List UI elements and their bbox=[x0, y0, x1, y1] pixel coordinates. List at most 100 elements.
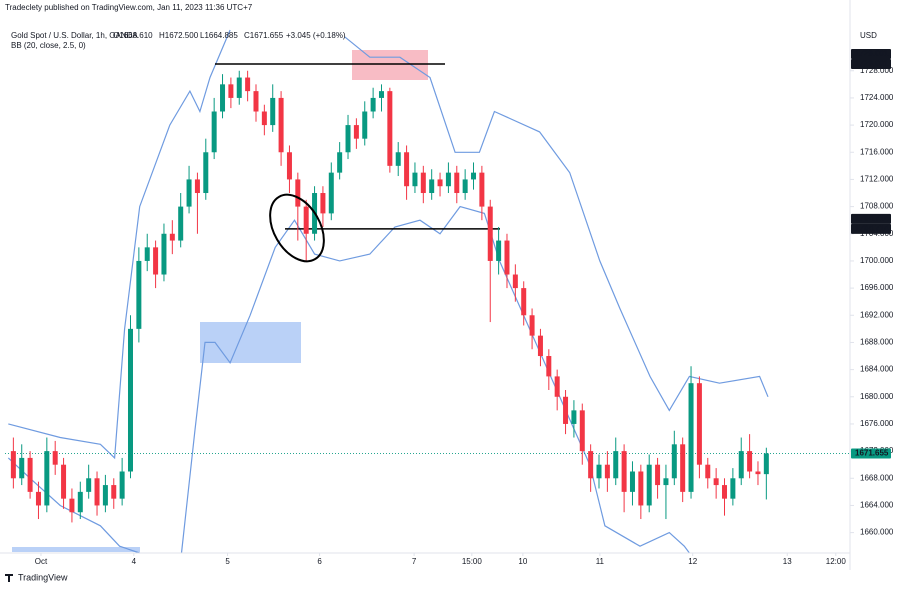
candle-body bbox=[362, 111, 368, 139]
candle-body bbox=[471, 172, 477, 180]
x-tick-label: 5 bbox=[225, 557, 230, 566]
y-tick-label: 1720.000 bbox=[860, 120, 894, 129]
candle-body bbox=[52, 451, 58, 465]
candle-body bbox=[487, 206, 493, 261]
candle-body bbox=[747, 451, 753, 472]
demand-zone bbox=[12, 547, 140, 552]
candle-body bbox=[571, 410, 577, 424]
candle-body bbox=[671, 444, 677, 479]
candle-body bbox=[638, 471, 644, 506]
candle-body bbox=[395, 152, 401, 166]
candle-body bbox=[136, 260, 142, 329]
candle-body bbox=[755, 471, 761, 475]
x-tick-label: 7 bbox=[412, 557, 417, 566]
candle-body bbox=[588, 451, 594, 479]
y-tick-label: 1664.000 bbox=[860, 501, 894, 510]
x-tick-label: 4 bbox=[132, 557, 137, 566]
candle-body bbox=[111, 485, 117, 499]
y-tick-label: 1660.000 bbox=[860, 528, 894, 537]
price-tag bbox=[851, 448, 891, 459]
candle-body bbox=[228, 84, 234, 98]
candle-body bbox=[412, 172, 418, 187]
ohlc-value: O1668.610 bbox=[113, 31, 153, 40]
publisher: Tradeclety published on TradingView.com,… bbox=[5, 3, 253, 12]
ohlc-value: +3.045 (+0.18%) bbox=[286, 31, 346, 40]
candle-body bbox=[320, 193, 326, 214]
y-tick-label: 1716.000 bbox=[860, 147, 894, 156]
plot-area bbox=[5, 29, 850, 553]
price-tag-label: 1729.001 bbox=[855, 49, 889, 58]
candle-body bbox=[303, 206, 309, 234]
candle-body bbox=[454, 172, 460, 194]
candle-body bbox=[161, 233, 167, 275]
candle-body bbox=[94, 478, 100, 506]
highlight-ellipse bbox=[269, 193, 325, 263]
y-tick-label: 1700.000 bbox=[860, 256, 894, 265]
price-tag bbox=[851, 48, 891, 59]
candle-body bbox=[194, 179, 200, 194]
y-tick-label: 1668.000 bbox=[860, 473, 894, 482]
y-tick-label: 1684.000 bbox=[860, 365, 894, 374]
candle-body bbox=[278, 97, 284, 153]
x-tick-label: 12:00 bbox=[826, 557, 847, 566]
candle-body bbox=[521, 288, 527, 316]
y-tick-label: 1712.000 bbox=[860, 175, 894, 184]
candle-body bbox=[127, 328, 133, 472]
x-tick-label: 12 bbox=[688, 557, 697, 566]
candle-body bbox=[479, 172, 485, 207]
candle-body bbox=[705, 464, 711, 479]
ohlc-value: C1671.655 bbox=[244, 31, 284, 40]
candle-body bbox=[353, 125, 359, 139]
candle-body bbox=[504, 240, 510, 275]
candle-body bbox=[496, 240, 502, 261]
x-tick-label: 10 bbox=[518, 557, 527, 566]
candle-body bbox=[445, 172, 451, 187]
candle-body bbox=[437, 179, 443, 187]
candle-body bbox=[713, 478, 719, 486]
candle-body bbox=[345, 125, 351, 153]
candle-body bbox=[378, 91, 384, 98]
y-tick-label: 1688.000 bbox=[860, 338, 894, 347]
price-tag bbox=[851, 223, 891, 234]
demand-zone bbox=[200, 322, 301, 363]
candle-body bbox=[512, 274, 518, 289]
symbol: Gold Spot / U.S. Dollar, 1h, OANDA bbox=[11, 31, 138, 40]
candle-body bbox=[35, 491, 41, 506]
candle-body bbox=[722, 485, 728, 499]
candle-body bbox=[646, 464, 652, 506]
candle-body bbox=[546, 356, 552, 377]
candle-body bbox=[613, 451, 619, 479]
candle-body bbox=[370, 97, 376, 112]
supply-zone bbox=[352, 50, 428, 80]
candle-body bbox=[663, 478, 669, 486]
candle-body bbox=[10, 451, 16, 479]
candle-body bbox=[211, 111, 217, 153]
candle-body bbox=[579, 410, 585, 452]
candle-body bbox=[337, 152, 343, 173]
price-tag bbox=[851, 213, 891, 224]
candle-body bbox=[763, 453, 769, 475]
candle-body bbox=[730, 478, 736, 499]
candle-body bbox=[604, 464, 610, 479]
candle-body bbox=[220, 84, 226, 112]
candle-body bbox=[462, 179, 468, 194]
ohlc-value: L1664.885 bbox=[200, 31, 238, 40]
x-tick-label: 13 bbox=[783, 557, 792, 566]
y-tick-label: 1680.000 bbox=[860, 392, 894, 401]
candle-body bbox=[245, 77, 251, 92]
x-tick-label: 6 bbox=[317, 557, 322, 566]
candle-body bbox=[261, 111, 267, 126]
x-tick-label: 15:00 bbox=[462, 557, 483, 566]
x-tick-label: Oct bbox=[35, 557, 48, 566]
candle-body bbox=[153, 247, 159, 275]
candle-body bbox=[420, 172, 426, 194]
price-tag-label: 1729.001 bbox=[855, 59, 889, 68]
brand-logo bbox=[5, 574, 13, 582]
y-tick-label: 1724.000 bbox=[860, 93, 894, 102]
candle-body bbox=[404, 152, 410, 187]
candle-body bbox=[621, 451, 627, 492]
candle-body bbox=[144, 247, 150, 261]
candle-body bbox=[102, 485, 108, 506]
